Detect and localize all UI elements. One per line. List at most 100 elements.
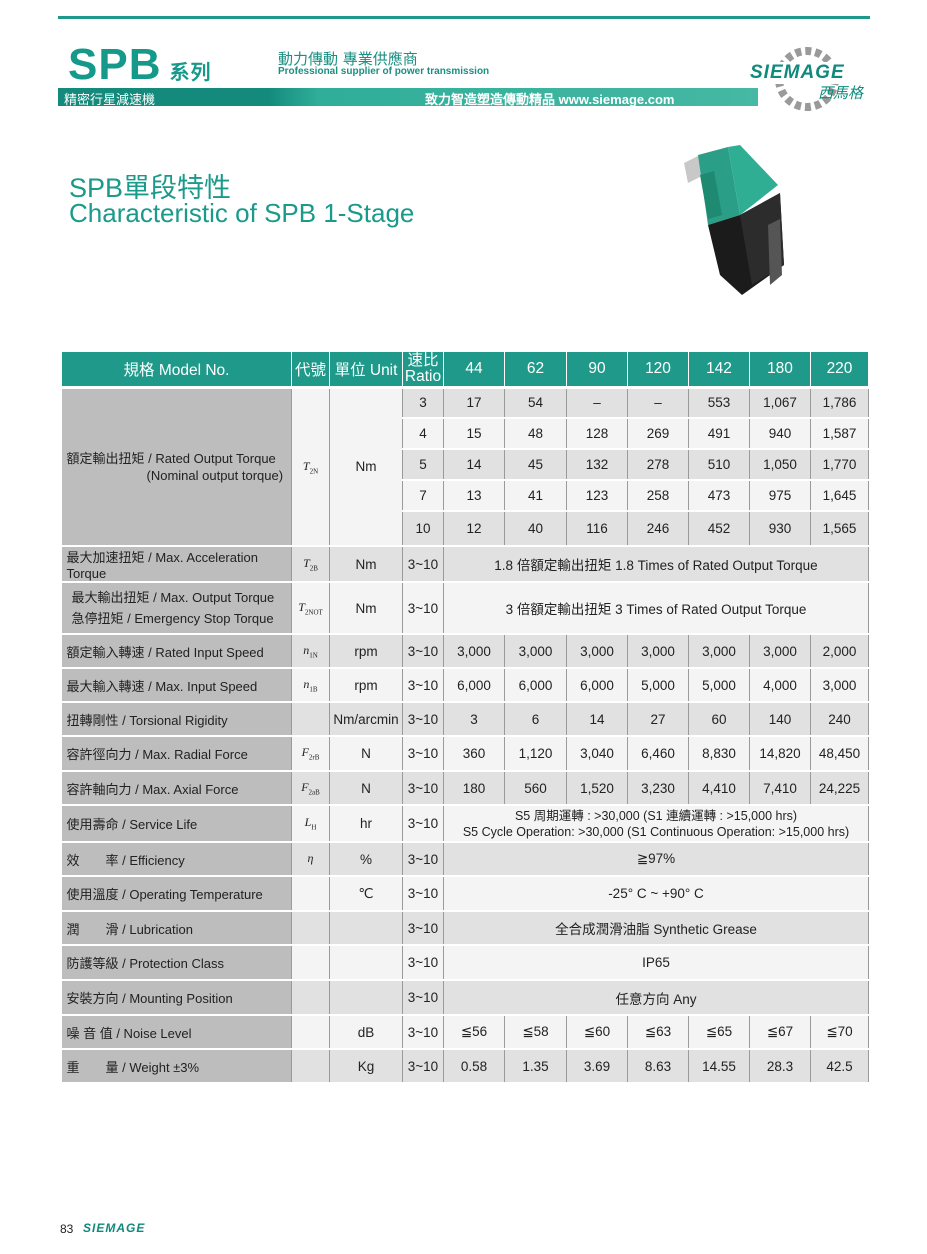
value-cell: 12: [443, 511, 505, 547]
row-label: 防護等級 / Protection Class: [61, 945, 292, 981]
span-text: 3 倍額定輸出扭矩 3 Times of Rated Output Torque: [505, 602, 807, 617]
footer-logo: SIEMAGE: [83, 1221, 146, 1235]
row-label: 額定輸出扭矩 / Rated Output Torque (Nominal out…: [61, 387, 292, 547]
header-model-62: 62: [504, 352, 567, 389]
row-unit: Nm: [329, 546, 403, 583]
value-cell: ≦63: [627, 1015, 689, 1050]
value-cell: 930: [749, 511, 811, 547]
value-cell: 3,040: [566, 736, 628, 772]
row-unit: Nm/arcmin: [329, 702, 403, 737]
table-row: 潤 滑 / Lubrication 3~10 全合成潤滑油脂 Synthetic G…: [61, 911, 869, 946]
row-label: 效 率 / Efficiency: [61, 842, 292, 877]
span-value-cell: 任意方向 Any: [443, 980, 869, 1016]
value-cell: 8,830: [688, 736, 750, 772]
table-header-row: 規格 Model No. 代號 單位 Unit 速比 Ratio 44 62 90 120 142…: [61, 352, 869, 389]
row-label: 扭轉剛性 / Torsional Rigidity: [61, 702, 292, 737]
table-row: 使用壽命 / Service Life LH hr 3~10 S5 周期運轉 : >30…: [61, 805, 869, 843]
row-symbol: F2aB: [291, 771, 330, 806]
ratio-cell: 4: [402, 418, 444, 450]
header-model-120: 120: [627, 352, 689, 389]
ratio-cell: 3~10: [402, 805, 444, 843]
row-unit: rpm: [329, 668, 403, 703]
page-number: 83: [60, 1222, 74, 1236]
value-cell: 510: [688, 449, 750, 481]
header-ratio-en: Ratio: [404, 367, 442, 385]
value-cell: 4,410: [688, 771, 750, 806]
value-cell: 3,000: [504, 634, 567, 669]
value-cell: 42.5: [810, 1049, 869, 1084]
value-cell: 5,000: [627, 668, 689, 703]
span-value-cell: ≧97%: [443, 842, 869, 877]
value-cell: 1,645: [810, 480, 869, 512]
header-model: 規格 Model No.: [61, 352, 292, 389]
value-cell: 116: [566, 511, 628, 547]
value-cell: 452: [688, 511, 750, 547]
symbol: T: [302, 458, 310, 473]
value-cell: 3: [443, 702, 505, 737]
value-cell: 6: [504, 702, 567, 737]
ratio-cell: 3~10: [402, 1015, 444, 1050]
span-value-cell: 3 倍額定輸出扭矩 3 Times of Rated Output Torque: [443, 582, 869, 635]
span-text: 1.8 倍額定輸出扭矩 1.8 Times of Rated Output To…: [494, 558, 818, 573]
span-text: S5 周期運轉 : >30,000 (S1 連續運轉 : >15,000 hrs…: [514, 808, 798, 823]
value-cell: 4,000: [749, 668, 811, 703]
row-unit: Kg: [329, 1049, 403, 1084]
ratio-cell: 3~10: [402, 945, 444, 981]
row-label: 最大輸入轉速 / Max. Input Speed: [61, 668, 292, 703]
value-cell: 48,450: [810, 736, 869, 772]
table-row: 效 率 / Efficiency η% 3~10 ≧97%: [61, 842, 869, 877]
row-unit: hr: [329, 805, 403, 843]
slogan-cn: 動力傳動 專業供應商: [278, 50, 418, 68]
ratio-cell: 3~10: [402, 842, 444, 877]
row-symbol: n1N: [291, 634, 330, 669]
row-unit: Nm: [329, 387, 403, 547]
ratio-cell: 3~10: [402, 1049, 444, 1084]
row-unit: [329, 980, 403, 1016]
gear-logo-icon: [745, 47, 870, 111]
value-cell: 27: [627, 702, 689, 737]
table-row: 5 14 45 132 278 510 1,050 1,770: [62, 449, 869, 481]
header-model-142: 142: [688, 352, 750, 389]
value-cell: 473: [688, 480, 750, 512]
row-symbol: T2N: [291, 387, 330, 547]
logo-cn: 西馬格: [818, 84, 864, 102]
row-label-text: 最大輸入轉速 / Max. Input Speed: [66, 678, 258, 694]
value-cell: 15: [443, 418, 505, 450]
value-cell: ≦67: [749, 1015, 811, 1050]
symbol-subscript: 1B: [309, 685, 318, 694]
row-label: 噪 音 值 / Noise Level: [61, 1015, 292, 1050]
value-cell: 60: [688, 702, 750, 737]
value-cell: 132: [566, 449, 628, 481]
table-row: 使用溫度 / Operating Temperature ℃ 3~10 -25° C …: [61, 876, 869, 912]
table-row: 容許軸向力 / Max. Axial Force F2aB N 3~10 180 560 1…: [61, 771, 869, 806]
value-cell: 5,000: [688, 668, 750, 703]
value-cell: 123: [566, 480, 628, 512]
value-cell: 1,770: [810, 449, 869, 481]
ratio-cell: 3~10: [402, 876, 444, 912]
table-row: 最大輸入轉速 / Max. Input Speed n1B rpm 3~10 6,000…: [61, 668, 869, 703]
row-label-text: 最大加速扭矩 / Max. Acceleration Torque: [66, 550, 258, 581]
symbol: L: [304, 815, 312, 830]
value-cell: 6,000: [566, 668, 628, 703]
spec-table: 規格 Model No. 代號 單位 Unit 速比 Ratio 44 62 90 120 142…: [61, 352, 869, 1084]
value-cell: 13: [443, 480, 505, 512]
value-cell: ≦60: [566, 1015, 628, 1050]
row-symbol: [291, 945, 330, 981]
value-cell: 180: [443, 771, 505, 806]
band-right-text: 致力智造塑造傳動精品 www.siemage.com: [425, 92, 675, 107]
row-label-text: 扭轉剛性 / Torsional Rigidity: [66, 712, 228, 728]
table-row: 4 15 48 128 269 491 940 1,587: [62, 418, 869, 450]
value-cell: 1.35: [504, 1049, 567, 1084]
row-label: 容許軸向力 / Max. Axial Force: [61, 771, 292, 806]
row-symbol: [291, 876, 330, 912]
row-label-text: 潤 滑 / Lubrication: [66, 921, 193, 937]
value-cell: 28.3: [749, 1049, 811, 1084]
symbol-subscript: 1N: [309, 651, 318, 660]
ratio-cell: 3~10: [402, 736, 444, 772]
value-cell: 258: [627, 480, 689, 512]
value-cell: ≦70: [810, 1015, 869, 1050]
page-title-cn: SPB單段特性: [69, 173, 232, 203]
row-symbol: [291, 911, 330, 946]
span-text-2: S5 Cycle Operation: >30,000 (S1 Continuo…: [462, 824, 850, 839]
symbol-subscript: 2N: [309, 466, 319, 475]
